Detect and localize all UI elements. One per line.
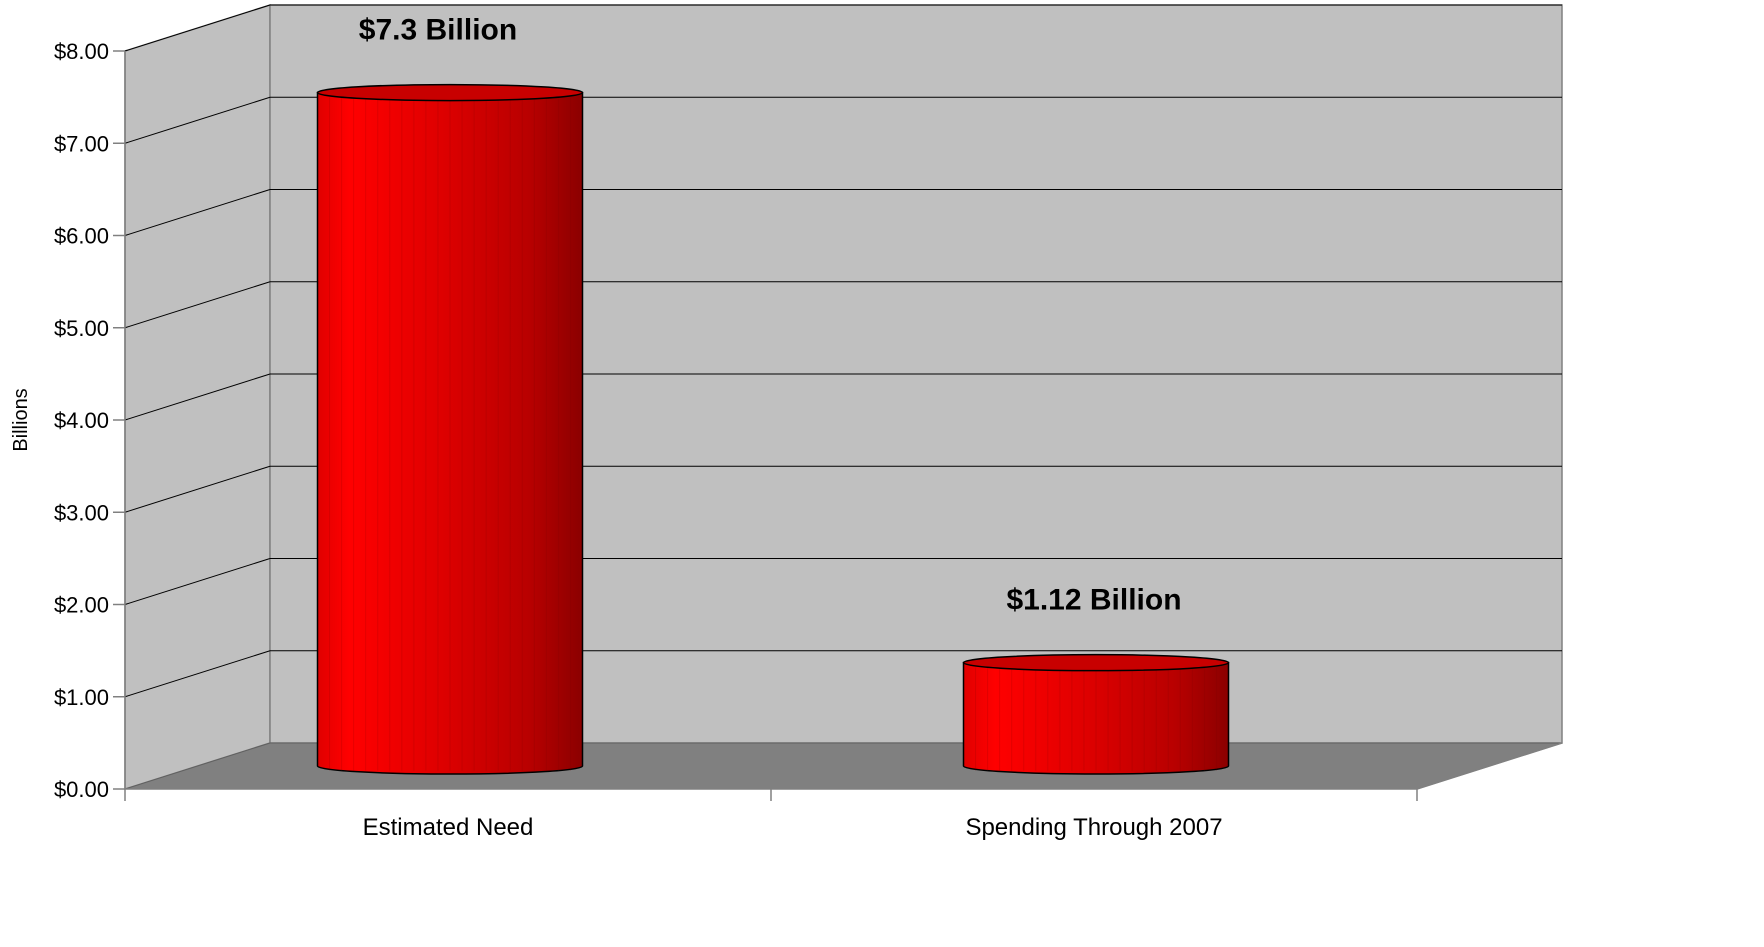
x-tick-label: Estimated Need [363, 814, 534, 841]
gridline-side [124, 4, 271, 52]
bar [316, 83, 584, 775]
gridline-side [124, 558, 271, 605]
y-tick-label: $5.00 [54, 316, 109, 341]
bar-body [962, 661, 1230, 775]
y-axis: $0.00 $1.00 $2.00 $3.00 $4.00 $5.00 $6.00 $7.00… [54, 39, 126, 802]
bar-body [316, 91, 584, 775]
bar [962, 653, 1230, 775]
gridline-side [124, 189, 271, 236]
y-tick-label: $4.00 [54, 408, 109, 433]
gridline-side [124, 650, 271, 698]
bars [316, 83, 1230, 775]
floor-edge [1416, 742, 1563, 790]
gridline-side [124, 465, 271, 513]
x-axis: Estimated Need Spending Through 2007 [124, 742, 1563, 841]
y-tick-label: $0.00 [54, 777, 109, 802]
y-tick-label: $6.00 [54, 224, 109, 249]
bar-top [316, 83, 584, 102]
data-label: $1.12 Billion [1006, 584, 1181, 617]
gridline-side [124, 96, 271, 144]
gridline-side [124, 373, 271, 421]
data-labels: $7.3 Billion $1.12 Billion [359, 14, 1182, 617]
y-tick-label: $7.00 [54, 131, 109, 156]
bar-top [962, 653, 1230, 672]
y-tick-label: $2.00 [54, 593, 109, 618]
data-label: $7.3 Billion [359, 14, 517, 47]
y-axis-title: Billions [10, 388, 32, 451]
x-tick-label: Spending Through 2007 [965, 814, 1222, 841]
y-tick-label: $8.00 [54, 39, 109, 64]
gridline-side [124, 281, 271, 329]
y-tick-label: $1.00 [54, 685, 109, 710]
y-tick-label: $3.00 [54, 500, 109, 525]
